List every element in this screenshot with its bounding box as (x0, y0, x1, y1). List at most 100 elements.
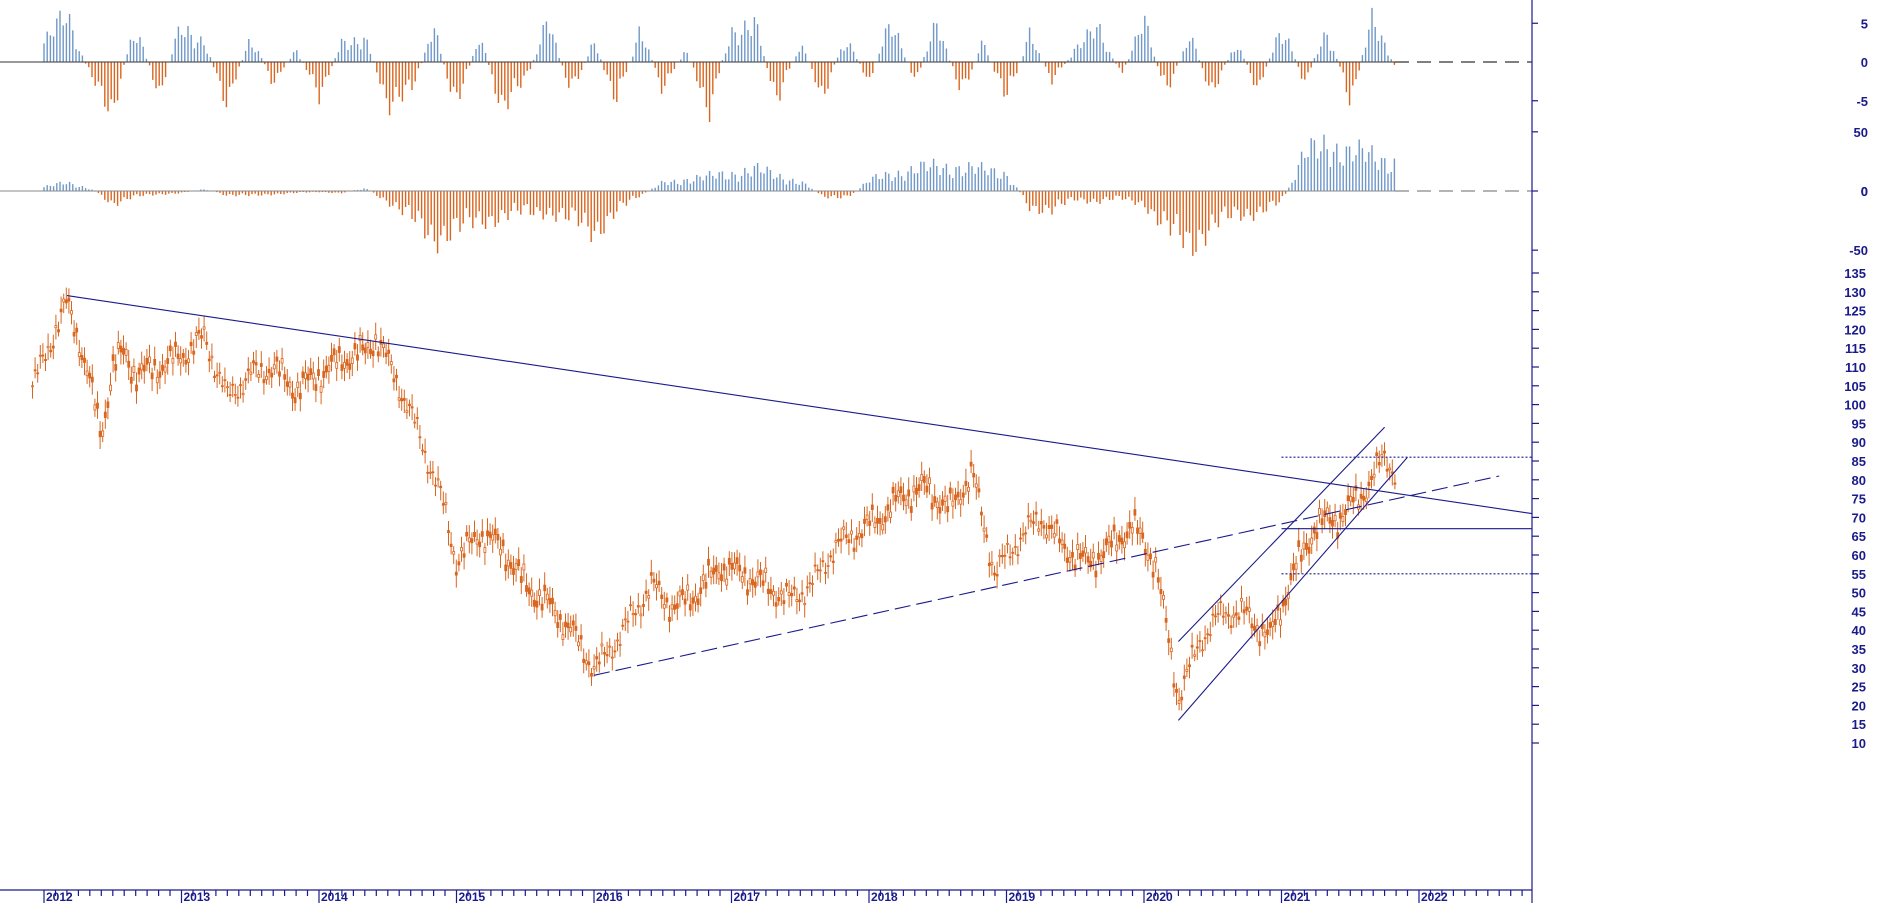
price-candle-body (275, 356, 279, 362)
price-candle-body (608, 645, 612, 648)
price-tick-label: 100 (1844, 398, 1866, 413)
price-candle-body (421, 449, 424, 452)
price-candle-body (353, 343, 357, 350)
price-candle-body (454, 571, 458, 576)
price-candle-body (1032, 521, 1035, 524)
price-candle-body (623, 618, 627, 621)
price-candle-body (322, 370, 326, 378)
price-candle-body (265, 375, 268, 381)
price-candle-body (1055, 519, 1059, 524)
price-candle-body (811, 583, 814, 585)
price-candle-body (1071, 552, 1074, 558)
price-candle-body (1307, 546, 1311, 554)
price-candle-body (756, 571, 760, 578)
price-tick-label: 15 (1852, 717, 1866, 732)
price-candle-body (980, 511, 983, 516)
price-candle-body (678, 590, 682, 597)
price-candle-body (857, 533, 861, 538)
x-year-label: 2013 (184, 890, 211, 903)
price-candle-body (558, 614, 562, 620)
price-candle-body (1026, 515, 1030, 518)
price-candle-body (228, 394, 232, 397)
oscillator-middle-panel: 500-500 (0, 125, 1868, 258)
price-candle-body (696, 598, 700, 606)
price-candle-body (1008, 556, 1012, 559)
price-candle-body (155, 376, 159, 384)
price-candle-body (1258, 641, 1262, 647)
price-candle-body (1380, 454, 1384, 458)
price-candle-body (977, 488, 981, 493)
price-candle-body (158, 371, 162, 378)
price-candle-body (826, 565, 830, 567)
price-candle-body (408, 403, 411, 407)
price-tick-label: 115 (1845, 341, 1866, 356)
price-candle-body (686, 584, 690, 591)
price-candle-body (174, 341, 177, 348)
price-candle-body (538, 589, 541, 596)
osc-top-tick-label: 5 (1861, 16, 1868, 31)
x-year-label: 2020 (1146, 890, 1173, 903)
price-candle-body (530, 589, 534, 597)
price-candle-body (473, 532, 476, 538)
price-candle-body (751, 579, 755, 586)
price-tick-label: 80 (1852, 473, 1866, 488)
price-candle-body (415, 417, 419, 419)
price-candle-body (543, 584, 547, 592)
price-candle-body (1289, 573, 1293, 581)
price-candle-body (831, 560, 835, 563)
price-candle-body (917, 484, 921, 492)
price-candle-body (434, 484, 437, 487)
price-candle-body (1302, 542, 1306, 550)
price-candle-body (488, 531, 492, 538)
price-candle-body (1234, 612, 1238, 616)
price-candle-body (847, 539, 851, 544)
price-candle-body (153, 358, 157, 366)
price-tick-label: 60 (1852, 548, 1866, 563)
price-candle-body (38, 354, 42, 357)
price-candle-body (189, 341, 193, 347)
price-candle-body (930, 502, 934, 510)
price-candle-body (361, 344, 365, 351)
price-candle-body (444, 501, 448, 505)
price-candle-body (1377, 461, 1381, 466)
price-candle-body (896, 490, 900, 497)
price-candle-body (1110, 540, 1113, 548)
price-candle-body (246, 368, 250, 372)
price-candle-body (369, 348, 372, 355)
price-candle-body (798, 599, 801, 603)
trendline-solid (1178, 426, 1385, 642)
price-candle-body (995, 574, 999, 577)
price-candle-body (540, 603, 544, 611)
price-candle-body (722, 563, 726, 571)
price-candle-body (207, 358, 211, 362)
price-candle-body (1247, 607, 1251, 612)
price-candle-body (842, 526, 846, 530)
price-tick-label: 120 (1844, 322, 1866, 337)
price-candle-body (1076, 544, 1080, 550)
price-candle-body (49, 349, 53, 353)
price-candle-body (135, 384, 138, 392)
price-candle-body (985, 534, 989, 538)
price-candle-body (46, 345, 50, 349)
price-candle-body (179, 358, 183, 364)
price-candle-body (1065, 557, 1069, 563)
price-candle-body (1068, 557, 1072, 563)
price-candle-body (987, 562, 991, 567)
price-candle-body (457, 561, 461, 566)
price-candle-body (668, 616, 671, 622)
price-candle-body (639, 613, 643, 617)
price-candle-body (400, 398, 404, 402)
price-candle-body (85, 370, 89, 377)
price-candle-body (389, 361, 393, 366)
price-candle-body (933, 496, 937, 503)
price-candle-body (860, 533, 864, 539)
price-candle-body (1331, 520, 1334, 527)
price-candle-body (1011, 551, 1015, 554)
price-candle-body (1003, 554, 1007, 557)
price-candle-body (478, 541, 482, 548)
price-candle-body (1203, 637, 1207, 640)
price-candle-body (335, 361, 339, 369)
price-candle-body (1073, 564, 1077, 571)
price-candle-body (314, 384, 318, 391)
price-tick-label: 55 (1852, 567, 1866, 582)
